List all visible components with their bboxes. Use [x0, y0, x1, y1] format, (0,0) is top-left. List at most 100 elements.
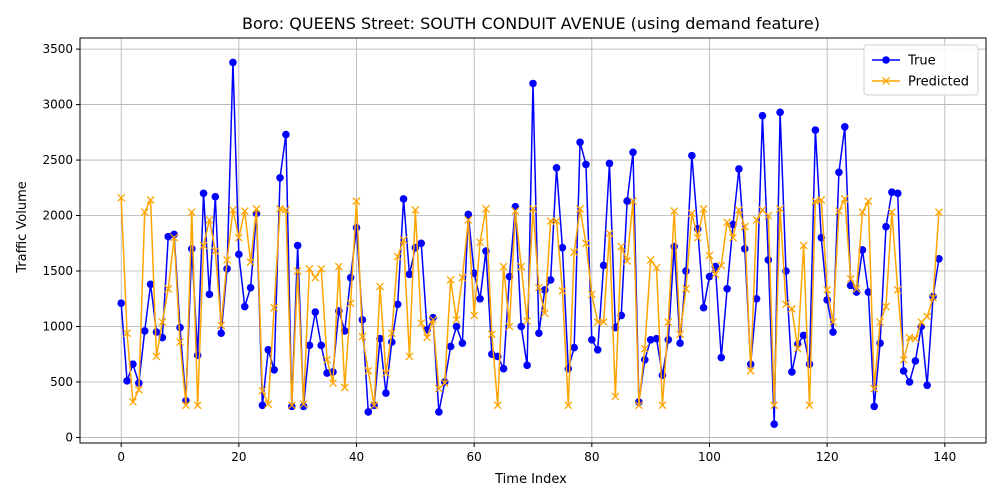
data-point [887, 208, 896, 217]
data-point [293, 267, 302, 275]
data-point [829, 318, 837, 327]
data-point [858, 246, 867, 254]
data-point [652, 263, 661, 272]
data-point [193, 401, 202, 410]
data-point [923, 381, 931, 390]
y-tick-label: 0 [65, 430, 73, 444]
data-point [570, 343, 578, 352]
data-point [593, 345, 602, 354]
data-point [470, 311, 479, 320]
data-point [252, 204, 261, 213]
series-line [120, 197, 940, 407]
data-point [599, 318, 608, 327]
data-point [340, 327, 349, 335]
data-point [440, 379, 449, 388]
data-point [446, 342, 455, 351]
data-point [588, 336, 596, 344]
data-point [805, 401, 814, 410]
data-point [835, 168, 843, 177]
data-point [481, 204, 490, 213]
data-point [117, 299, 125, 307]
data-point [929, 293, 938, 302]
data-point [217, 329, 225, 337]
data-point [746, 366, 755, 375]
data-point [205, 216, 214, 224]
data-point [581, 239, 590, 248]
data-point [264, 400, 273, 409]
data-point [293, 241, 302, 250]
data-point [487, 330, 496, 339]
data-point [782, 300, 790, 309]
data-point [711, 270, 720, 279]
data-point [658, 401, 667, 410]
data-point [876, 318, 885, 327]
data-point [723, 218, 732, 227]
data-point [517, 262, 526, 271]
data-point [805, 360, 814, 369]
data-point [123, 329, 132, 338]
data-point [646, 255, 655, 264]
data-point [893, 285, 902, 294]
data-point [611, 392, 620, 401]
data-point [723, 284, 731, 293]
data-point [852, 284, 861, 293]
data-point [329, 379, 337, 388]
x-tick-label: 60 [467, 450, 482, 464]
legend-marker [882, 77, 890, 85]
data-point [911, 357, 920, 365]
y-tick-label: 3000 [42, 98, 73, 112]
data-point [381, 369, 390, 378]
data-point [682, 267, 690, 275]
data-point [305, 341, 314, 350]
data-point [705, 272, 714, 281]
data-point [158, 318, 167, 327]
data-point [776, 204, 785, 213]
data-point [829, 328, 837, 336]
data-point [505, 322, 514, 331]
data-point [729, 233, 737, 242]
data-point [652, 334, 661, 343]
data-point [717, 261, 726, 270]
data-point [676, 330, 685, 339]
data-point [399, 235, 408, 244]
data-point [170, 233, 179, 242]
data-point [705, 251, 714, 260]
data-point [317, 264, 326, 273]
data-point [176, 323, 184, 332]
data-point [270, 365, 278, 374]
data-point [311, 273, 320, 282]
data-point [629, 148, 637, 157]
data-point [334, 262, 343, 271]
data-point [452, 315, 461, 324]
legend: True Predicted [863, 44, 979, 96]
data-point [364, 408, 373, 416]
data-point [634, 401, 643, 410]
data-point [687, 209, 696, 218]
data-point [688, 151, 696, 160]
data-point [340, 383, 349, 392]
legend-marker [882, 56, 890, 64]
data-point [699, 204, 708, 213]
data-point [770, 420, 779, 428]
data-point [405, 270, 414, 279]
data-point [405, 352, 414, 361]
y-tick-label: 500 [50, 375, 73, 389]
data-point [646, 336, 655, 344]
data-point [152, 328, 161, 336]
x-axis-label: Time Index [494, 472, 567, 487]
data-point [764, 256, 773, 264]
chart-title: Boro: QUEENS Street: SOUTH CONDUIT AVENU… [242, 14, 820, 33]
data-point [523, 316, 532, 325]
data-point [564, 401, 573, 410]
data-point [882, 302, 890, 311]
data-point [258, 386, 267, 395]
data-point [370, 401, 379, 410]
data-point [399, 195, 408, 203]
data-point [146, 196, 155, 204]
data-point [140, 208, 149, 217]
data-point [752, 216, 761, 224]
data-point [864, 197, 873, 206]
data-point [670, 207, 679, 216]
data-point [323, 369, 331, 377]
data-point [187, 208, 196, 217]
